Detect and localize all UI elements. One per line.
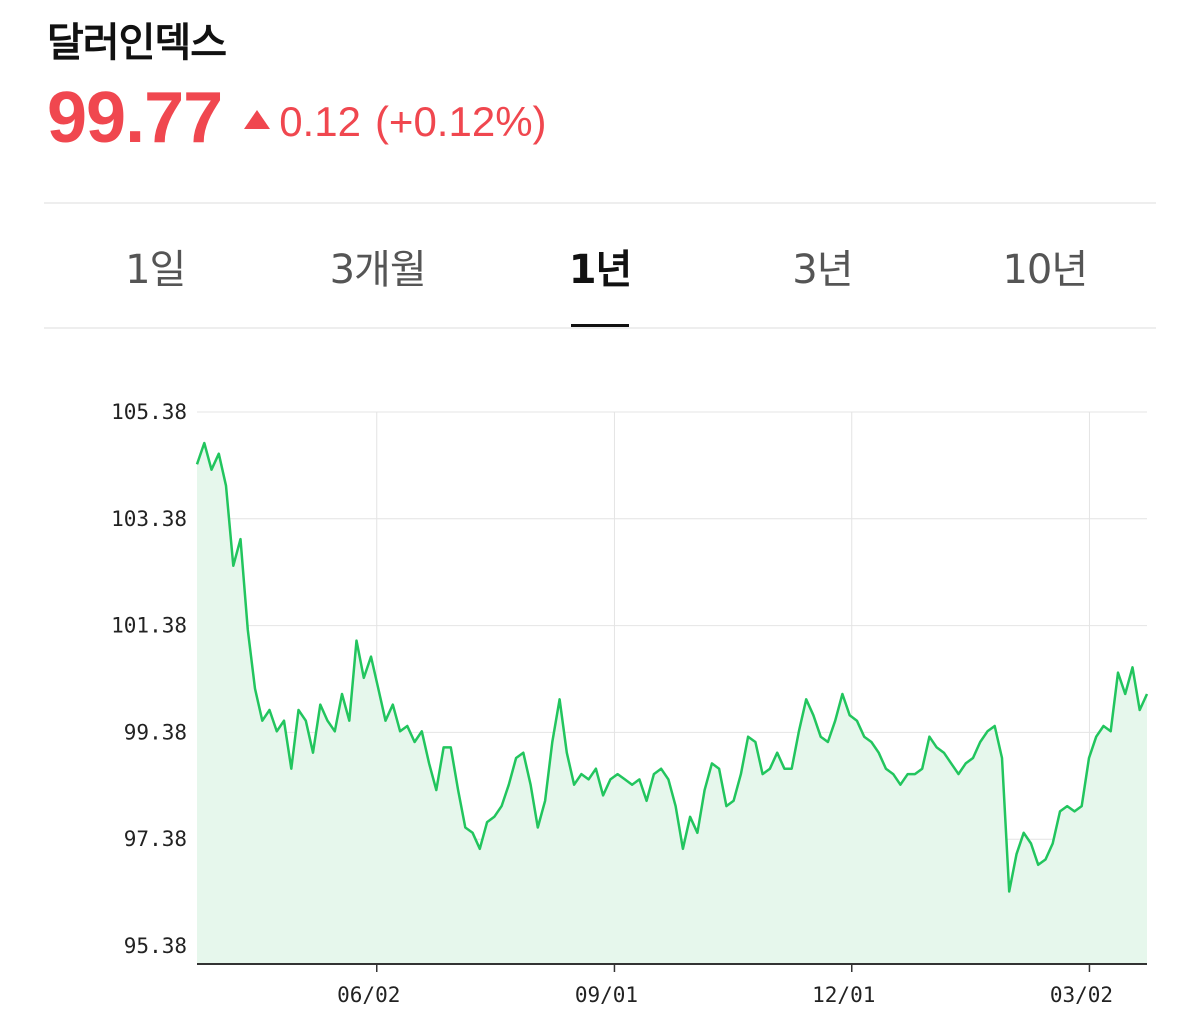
tab-3-years[interactable]: 3년 bbox=[792, 247, 853, 293]
y-tick-label: 95.38 bbox=[124, 934, 187, 958]
y-tick-label: 99.38 bbox=[124, 720, 187, 744]
x-tick-label: 03/02 bbox=[1050, 983, 1113, 1007]
change-value: 0.12 bbox=[279, 98, 361, 145]
change-percent: (+0.12%) bbox=[374, 98, 547, 145]
y-tick-label: 105.38 bbox=[111, 400, 187, 424]
tab-3-months[interactable]: 3개월 bbox=[329, 247, 427, 293]
x-tick-label: 12/01 bbox=[812, 983, 875, 1007]
price-summary: 99.77 0.12 (+0.12%) bbox=[47, 78, 547, 158]
y-tick-label: 97.38 bbox=[124, 827, 187, 851]
tab-1-year[interactable]: 1년 bbox=[489, 205, 711, 327]
dollar-index-chart: 105.38 103.38 101.38 99.38 97.38 95.38 06/02 09… bbox=[111, 400, 1149, 1007]
top-divider bbox=[44, 202, 1156, 204]
x-tick-label: 06/02 bbox=[337, 983, 400, 1007]
period-tabs: 1일 3개월 1년 3년 10년 bbox=[44, 205, 1156, 327]
y-tick-label: 103.38 bbox=[111, 507, 187, 531]
tab-1-day[interactable]: 1일 bbox=[125, 247, 186, 293]
tab-10-years[interactable]: 10년 bbox=[1002, 247, 1088, 293]
series-area bbox=[197, 443, 1147, 964]
tabs-divider bbox=[44, 327, 1156, 329]
price-change: 0.12 (+0.12%) bbox=[244, 98, 547, 146]
page-title: 달러인덱스 bbox=[47, 20, 227, 66]
x-tick-label: 09/01 bbox=[575, 983, 638, 1007]
triangle-up-icon bbox=[244, 109, 271, 129]
current-price: 99.77 bbox=[47, 78, 223, 158]
series-line bbox=[195, 441, 1149, 893]
y-tick-label: 101.38 bbox=[111, 614, 187, 638]
